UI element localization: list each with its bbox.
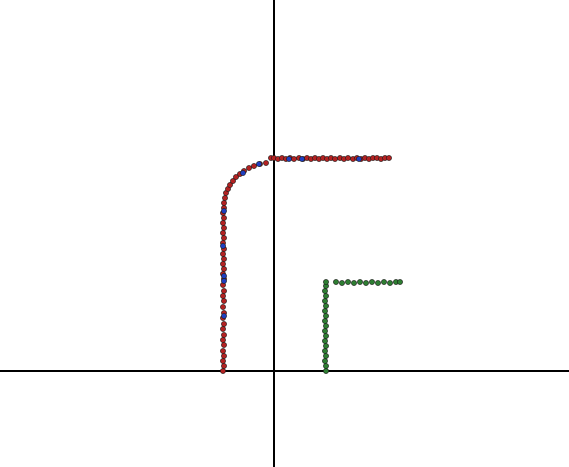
data-points (220, 155, 403, 374)
data-point (221, 321, 227, 327)
data-point (220, 230, 226, 236)
data-point (351, 280, 357, 286)
data-point (227, 182, 233, 188)
data-point (221, 273, 227, 279)
data-point (221, 363, 227, 369)
data-point (323, 353, 329, 359)
data-point (221, 200, 227, 206)
data-point (387, 280, 393, 286)
data-point (220, 326, 226, 332)
data-point (386, 155, 392, 161)
data-point (220, 251, 226, 257)
data-point (221, 225, 227, 231)
data-point (222, 195, 228, 201)
data-point (220, 368, 226, 374)
data-point (221, 235, 227, 241)
data-point (369, 279, 375, 285)
data-point (322, 298, 328, 304)
data-point (397, 279, 403, 285)
data-point (221, 266, 227, 272)
data-point (375, 280, 381, 286)
data-point (363, 280, 369, 286)
data-point (323, 293, 329, 299)
data-point (323, 363, 329, 369)
data-point (323, 313, 329, 319)
data-point (333, 279, 339, 285)
data-point (220, 337, 226, 343)
data-point (322, 288, 328, 294)
data-point (220, 293, 226, 299)
data-point (256, 161, 262, 167)
data-point (332, 156, 338, 162)
data-point (221, 278, 227, 284)
data-point (221, 342, 227, 348)
data-point (221, 332, 227, 338)
data-point (381, 279, 387, 285)
data-point (221, 208, 227, 214)
data-point (220, 348, 226, 354)
data-point (322, 348, 328, 354)
data-point (323, 279, 329, 285)
data-point (322, 308, 328, 314)
data-point (345, 279, 351, 285)
data-point (286, 156, 292, 162)
data-point (339, 280, 345, 286)
data-point (221, 313, 227, 319)
data-point (251, 163, 257, 169)
data-point (220, 261, 226, 267)
data-point (323, 343, 329, 349)
data-point (221, 288, 227, 294)
data-point (356, 156, 362, 162)
data-point (221, 215, 227, 221)
data-point (220, 220, 226, 226)
data-point (221, 256, 227, 262)
data-point (291, 156, 297, 162)
data-point (240, 170, 246, 176)
data-point (322, 338, 328, 344)
data-point (233, 174, 239, 180)
data-point (323, 323, 329, 329)
data-point (323, 303, 329, 309)
data-point (322, 318, 328, 324)
data-point (323, 368, 329, 374)
data-point (220, 243, 226, 249)
data-point (323, 333, 329, 339)
data-point (357, 279, 363, 285)
data-point (220, 304, 226, 310)
data-point (221, 353, 227, 359)
data-point (322, 328, 328, 334)
data-point (230, 178, 236, 184)
data-point (299, 156, 305, 162)
data-point (220, 358, 226, 364)
data-point (263, 160, 269, 166)
data-point (322, 358, 328, 364)
data-point (345, 155, 351, 161)
data-point (246, 165, 252, 171)
data-point (221, 298, 227, 304)
